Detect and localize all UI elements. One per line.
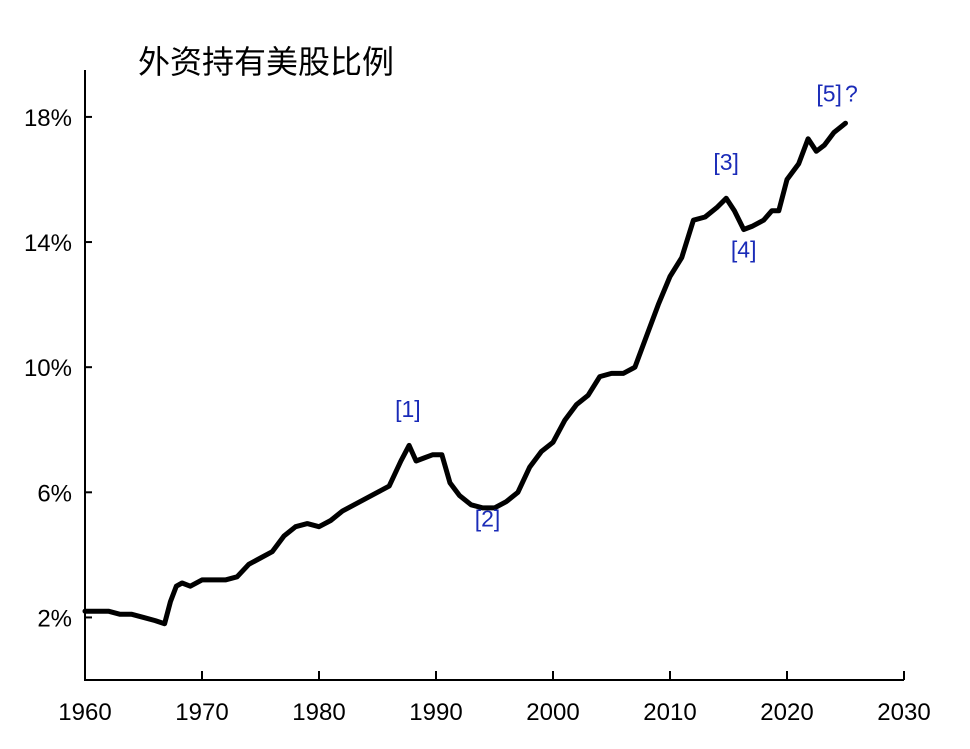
series-group — [82, 120, 848, 627]
y-tick-label: 18% — [24, 105, 72, 132]
x-tick-label: 1990 — [409, 699, 462, 726]
y-tick-label: 2% — [37, 605, 72, 632]
x-tick-label: 2030 — [877, 699, 930, 726]
x-tick-label: 2000 — [526, 699, 579, 726]
y-axis-ticks: 2% 6% 10% 14% 18% — [24, 105, 92, 632]
y-tick-label: 6% — [37, 480, 72, 507]
x-tick-label: 1970 — [175, 699, 228, 726]
chart-title: 外资持有美股比例 — [138, 43, 394, 81]
y-tick-label: 14% — [24, 230, 72, 257]
annotation-label: [2] — [475, 506, 501, 532]
annotations-group: [1] [2] [3] [4] [5]? — [395, 80, 858, 531]
x-tick-label: 1980 — [292, 699, 345, 726]
series-line — [82, 120, 848, 627]
annotation-label: ? — [845, 80, 858, 106]
x-tick-label: 1960 — [58, 699, 111, 726]
annotation-label: [3] — [713, 149, 739, 175]
x-tick-label: 2010 — [643, 699, 696, 726]
y-tick-label: 10% — [24, 355, 72, 382]
annotation-label: [1] — [395, 396, 421, 422]
x-axis-ticks: 1960 1970 1980 1990 2000 2010 2020 2030 — [58, 671, 931, 726]
annotation-label: [4] — [731, 237, 757, 263]
x-tick-label: 2020 — [760, 699, 813, 726]
annotation-label: [5] — [816, 80, 842, 106]
